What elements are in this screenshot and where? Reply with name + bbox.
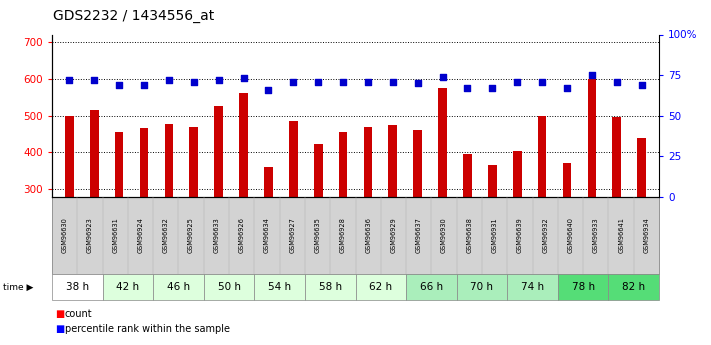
Text: GSM96638: GSM96638 bbox=[466, 218, 472, 253]
Text: 70 h: 70 h bbox=[471, 282, 493, 292]
Bar bbox=[114, 132, 124, 300]
Text: GSM96633: GSM96633 bbox=[213, 218, 220, 253]
Text: ■: ■ bbox=[55, 309, 64, 319]
Point bbox=[537, 79, 548, 84]
Bar bbox=[587, 79, 597, 300]
Text: GSM96933: GSM96933 bbox=[593, 218, 599, 253]
Text: GSM96636: GSM96636 bbox=[365, 218, 371, 253]
Point bbox=[387, 79, 398, 84]
Bar bbox=[139, 128, 149, 300]
Text: GDS2232 / 1434556_at: GDS2232 / 1434556_at bbox=[53, 9, 215, 23]
Text: GSM96927: GSM96927 bbox=[289, 218, 295, 253]
Bar bbox=[363, 127, 373, 300]
Text: 46 h: 46 h bbox=[167, 282, 190, 292]
Point bbox=[213, 77, 225, 83]
Bar bbox=[562, 164, 572, 300]
Text: GSM96929: GSM96929 bbox=[390, 218, 397, 253]
Text: GSM96923: GSM96923 bbox=[87, 218, 93, 253]
Bar bbox=[413, 130, 422, 300]
Bar bbox=[637, 138, 646, 300]
Text: GSM96926: GSM96926 bbox=[239, 218, 245, 253]
Text: GSM96640: GSM96640 bbox=[567, 217, 574, 254]
Text: GSM96634: GSM96634 bbox=[264, 218, 270, 253]
Bar bbox=[463, 154, 472, 300]
Bar bbox=[388, 125, 397, 300]
Text: 66 h: 66 h bbox=[419, 282, 443, 292]
Text: 42 h: 42 h bbox=[116, 282, 139, 292]
Bar bbox=[90, 110, 99, 300]
Text: time ▶: time ▶ bbox=[3, 283, 33, 292]
Bar bbox=[239, 93, 248, 300]
Point bbox=[462, 85, 474, 91]
Point bbox=[586, 72, 597, 78]
Point bbox=[362, 79, 374, 84]
Text: ■: ■ bbox=[55, 324, 64, 334]
Bar bbox=[314, 144, 323, 300]
Point bbox=[287, 79, 299, 84]
Text: 62 h: 62 h bbox=[369, 282, 392, 292]
Text: 54 h: 54 h bbox=[268, 282, 292, 292]
Text: 82 h: 82 h bbox=[622, 282, 646, 292]
Bar bbox=[65, 116, 74, 300]
Text: GSM96635: GSM96635 bbox=[314, 218, 321, 253]
Text: 38 h: 38 h bbox=[65, 282, 89, 292]
Text: GSM96934: GSM96934 bbox=[643, 218, 649, 253]
Bar bbox=[513, 151, 522, 300]
Point bbox=[562, 85, 573, 91]
Bar bbox=[289, 121, 298, 300]
Text: count: count bbox=[65, 309, 92, 319]
Point bbox=[164, 77, 175, 83]
Point bbox=[263, 87, 274, 92]
Point bbox=[338, 79, 349, 84]
Point bbox=[313, 79, 324, 84]
Text: GSM96630: GSM96630 bbox=[62, 218, 68, 253]
Text: GSM96924: GSM96924 bbox=[137, 218, 144, 253]
Point bbox=[486, 85, 498, 91]
Text: 74 h: 74 h bbox=[521, 282, 544, 292]
Text: GSM96925: GSM96925 bbox=[188, 218, 194, 253]
Text: GSM96930: GSM96930 bbox=[441, 218, 447, 253]
Bar bbox=[264, 167, 273, 300]
Bar bbox=[488, 165, 497, 300]
Point bbox=[237, 76, 250, 81]
Point bbox=[138, 82, 149, 88]
Point bbox=[512, 79, 523, 84]
Text: GSM96639: GSM96639 bbox=[517, 218, 523, 253]
Text: GSM96928: GSM96928 bbox=[340, 218, 346, 253]
Point bbox=[64, 77, 75, 83]
Point bbox=[611, 79, 623, 84]
Point bbox=[437, 74, 449, 79]
Text: GSM96631: GSM96631 bbox=[112, 218, 118, 253]
Text: 78 h: 78 h bbox=[572, 282, 595, 292]
Bar bbox=[338, 132, 348, 300]
Text: GSM96632: GSM96632 bbox=[163, 218, 169, 253]
Bar bbox=[538, 116, 547, 300]
Point bbox=[412, 80, 424, 86]
Bar bbox=[214, 106, 223, 300]
Text: GSM96932: GSM96932 bbox=[542, 218, 548, 253]
Point bbox=[188, 79, 199, 84]
Bar bbox=[438, 88, 447, 300]
Text: 50 h: 50 h bbox=[218, 282, 240, 292]
Point bbox=[636, 82, 648, 88]
Text: GSM96637: GSM96637 bbox=[416, 218, 422, 253]
Text: percentile rank within the sample: percentile rank within the sample bbox=[65, 324, 230, 334]
Point bbox=[114, 82, 125, 88]
Text: GSM96931: GSM96931 bbox=[491, 218, 498, 253]
Bar bbox=[189, 127, 198, 300]
Bar bbox=[164, 124, 173, 300]
Point bbox=[88, 77, 100, 83]
Text: 58 h: 58 h bbox=[319, 282, 342, 292]
Text: GSM96641: GSM96641 bbox=[618, 218, 624, 253]
Bar bbox=[612, 117, 621, 300]
